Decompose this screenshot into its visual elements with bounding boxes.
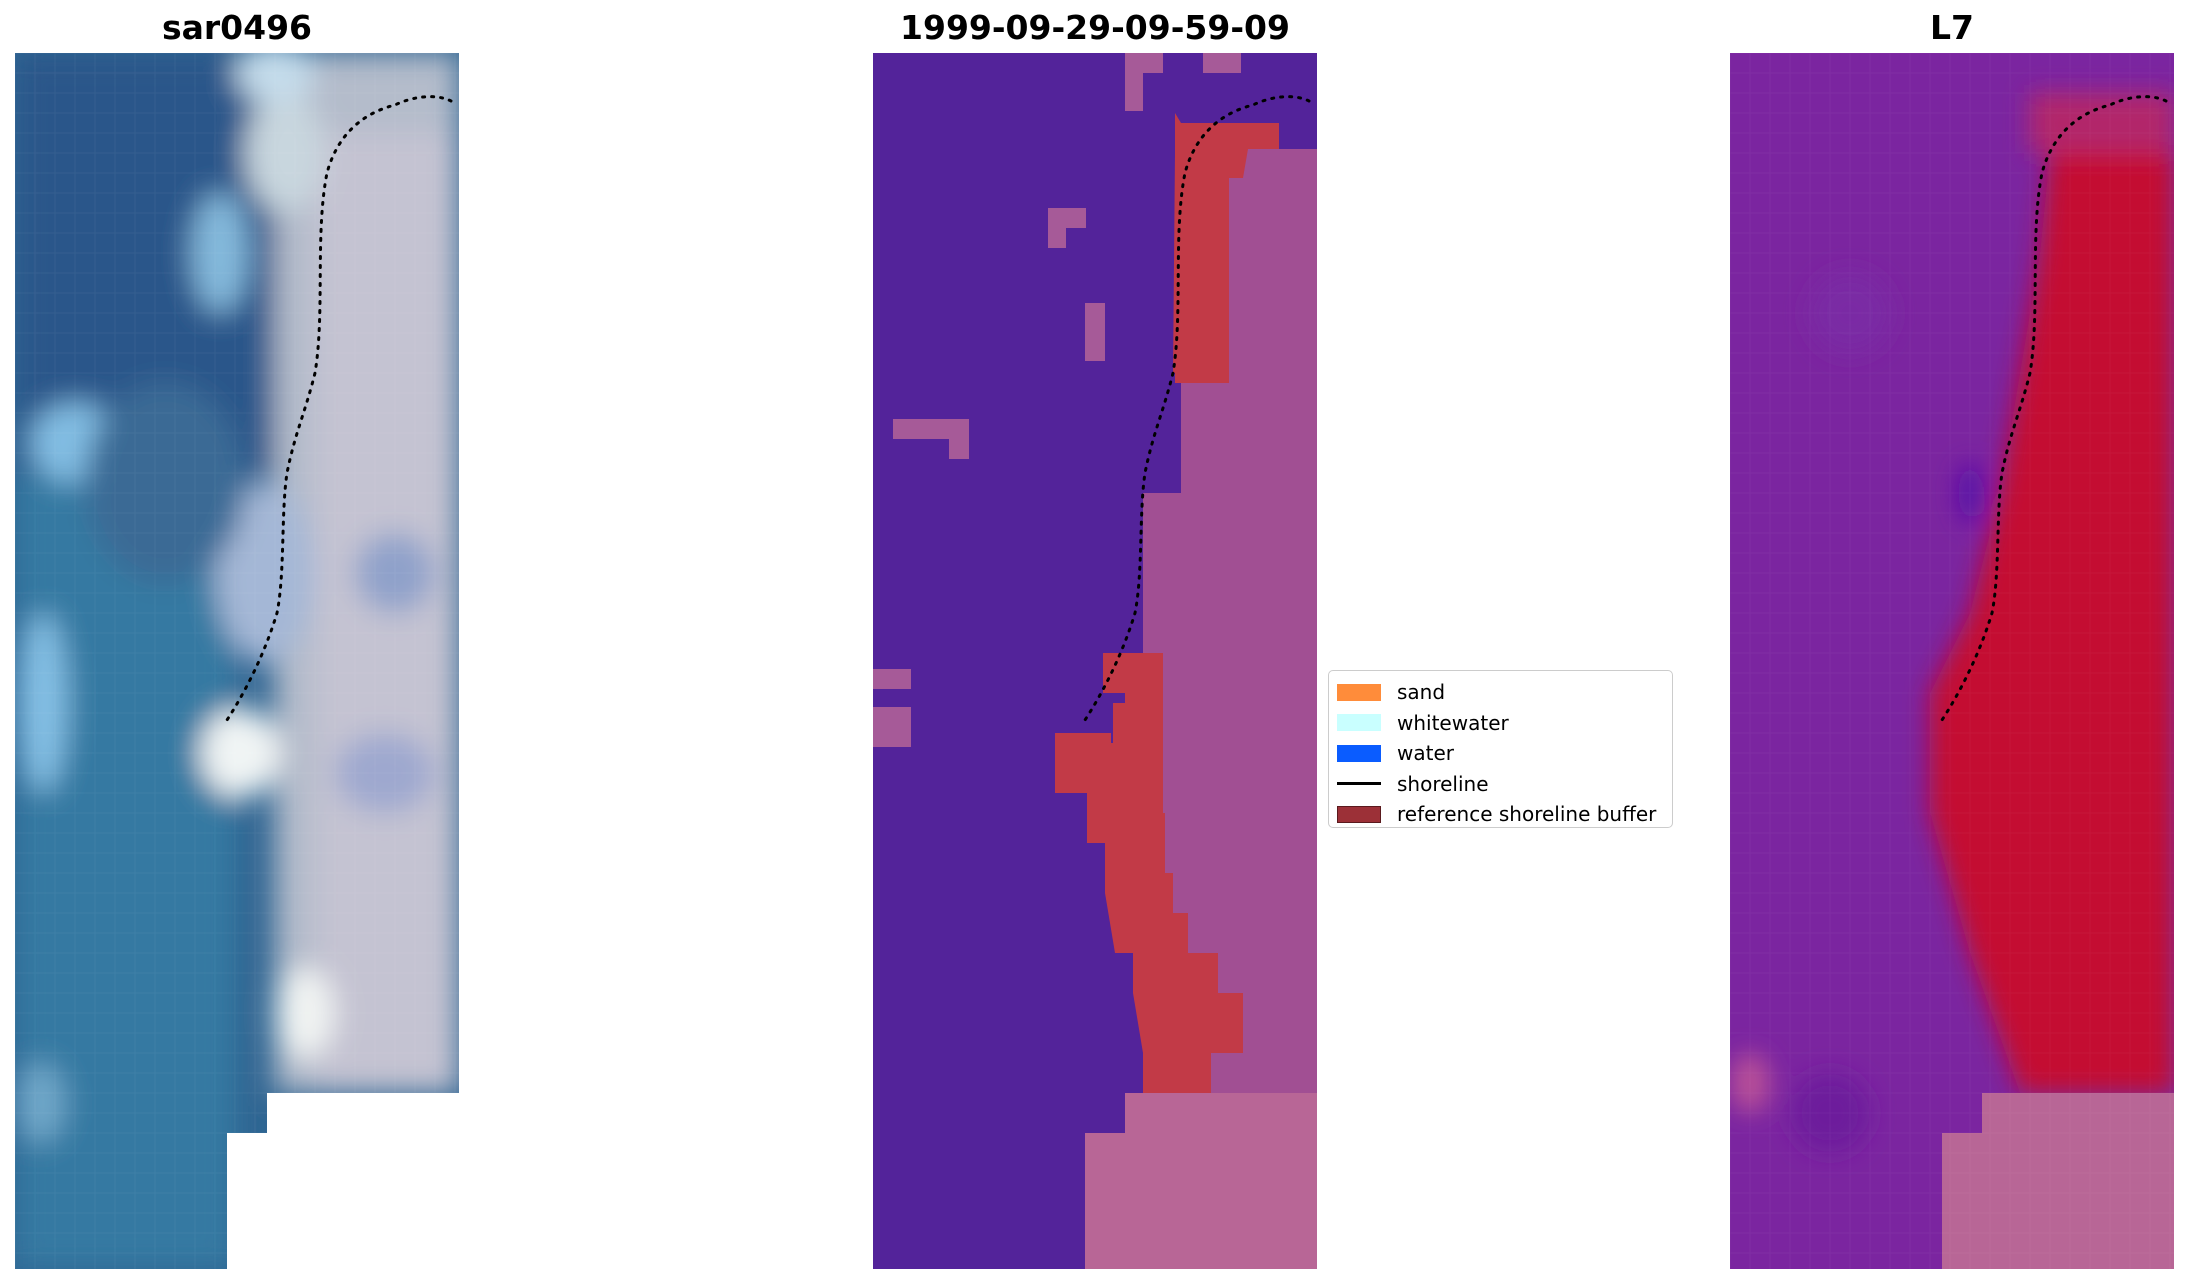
rgb-image-panel — [15, 53, 459, 1269]
legend: sand whitewater water shoreline referenc… — [1328, 670, 1673, 828]
legend-label: whitewater — [1397, 710, 1509, 735]
buffer-swatch-icon — [1337, 805, 1381, 823]
classification-panel — [873, 53, 1317, 1269]
water-swatch-icon — [1337, 744, 1381, 762]
whitewater-swatch-icon — [1337, 714, 1381, 732]
legend-item-sand: sand — [1337, 677, 1664, 708]
legend-item-whitewater: whitewater — [1337, 708, 1664, 739]
legend-item-shoreline: shoreline — [1337, 769, 1664, 800]
legend-label: water — [1397, 741, 1454, 766]
legend-label: shoreline — [1397, 771, 1489, 796]
legend-label: sand — [1397, 680, 1446, 705]
panel-title-rgb: sar0496 — [161, 8, 313, 47]
l7-panel — [1730, 53, 2174, 1269]
legend-item-water: water — [1337, 738, 1664, 769]
panel-title-sensor: L7 — [1930, 8, 1974, 47]
legend-item-buffer: reference shoreline buffer — [1337, 799, 1664, 830]
shoreline-l7 — [1938, 95, 2168, 725]
shoreline-classification — [1081, 95, 1311, 725]
sand-swatch-icon — [1337, 683, 1381, 701]
panel-title-date: 1999-09-29-09-59-09 — [900, 8, 1290, 47]
legend-label: reference shoreline buffer — [1397, 802, 1657, 827]
shoreline-rgb — [223, 95, 453, 725]
shoreline-line-icon — [1337, 782, 1381, 786]
land-patch — [1125, 53, 1163, 73]
